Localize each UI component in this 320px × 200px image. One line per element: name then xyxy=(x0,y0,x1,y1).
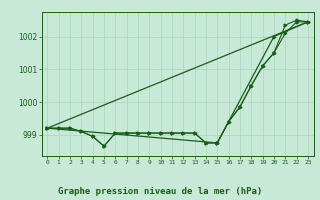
Text: Graphe pression niveau de la mer (hPa): Graphe pression niveau de la mer (hPa) xyxy=(58,187,262,196)
